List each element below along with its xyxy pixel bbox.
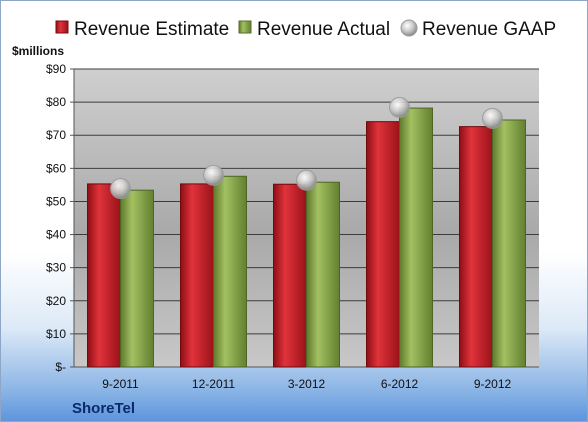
marker-gaap	[389, 96, 410, 118]
bar-estimate	[87, 183, 121, 368]
y-tick-label: $-	[55, 360, 66, 374]
marker-gaap	[296, 169, 317, 191]
legend-marker-gaap	[400, 19, 418, 37]
marker-gaap	[203, 164, 224, 186]
bar-actual	[213, 175, 247, 368]
legend-label-actual: Revenue Actual	[257, 19, 390, 40]
bars	[87, 107, 526, 368]
x-tick-label: 9-2012	[474, 377, 512, 391]
y-axis-unit: $millions	[12, 44, 64, 58]
legend-label-estimate: Revenue Estimate	[74, 19, 229, 40]
legend-label-gaap: Revenue GAAP	[422, 19, 556, 40]
y-tick-label: $60	[46, 161, 66, 175]
bar-estimate	[459, 126, 493, 368]
marker-gaap	[482, 107, 503, 129]
y-tick-label: $50	[46, 194, 66, 208]
legend-swatch-estimate	[55, 20, 69, 34]
bar-actual	[492, 119, 526, 368]
bar-actual	[399, 107, 433, 368]
legend-swatch-actual	[238, 20, 252, 34]
y-tick-label: $90	[46, 62, 66, 76]
x-tick-label: 6-2012	[381, 377, 419, 391]
legend: Revenue Estimate Revenue Actual Revenue …	[55, 19, 556, 40]
bar-actual	[306, 181, 340, 368]
bar-actual	[120, 189, 154, 368]
marker-gaap	[110, 178, 131, 200]
bar-estimate	[366, 121, 400, 368]
y-tick-label: $30	[46, 261, 66, 275]
bar-estimate	[273, 183, 307, 368]
y-tick-label: $70	[46, 128, 66, 142]
y-axis-ticks: $- $10 $20 $30 $40 $50 $60 $70 $80 $90	[46, 62, 66, 374]
x-axis-ticks: 9-2011 12-2011 3-2012 6-2012 9-2012	[102, 377, 511, 391]
bar-estimate	[180, 183, 214, 368]
y-tick-label: $20	[46, 294, 66, 308]
x-tick-label: 12-2011	[192, 377, 235, 391]
x-tick-label: 3-2012	[288, 377, 326, 391]
y-tick-label: $40	[46, 228, 66, 242]
x-tick-label: 9-2011	[102, 377, 139, 391]
company-name: ShoreTel	[72, 400, 135, 417]
y-tick-label: $10	[46, 327, 66, 341]
gaap-markers	[110, 96, 503, 200]
y-tick-label: $80	[46, 95, 66, 109]
